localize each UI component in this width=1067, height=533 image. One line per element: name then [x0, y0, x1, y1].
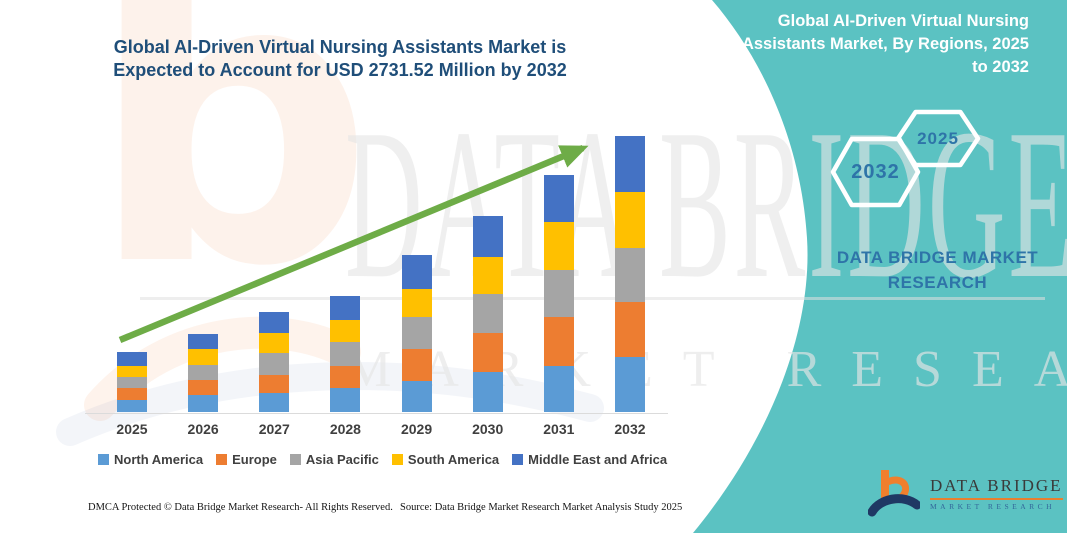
bar-segment-2028 — [330, 341, 361, 366]
watermark-text-market-research: MARKET RESEARCH — [345, 341, 1067, 398]
legend-item: South America — [391, 452, 500, 467]
legend-item: Europe — [216, 452, 277, 467]
bar-segment-2032 — [614, 136, 645, 192]
bar-segment-2029 — [401, 288, 432, 317]
bar-segment-2025 — [117, 376, 147, 388]
x-axis-label: 2031 — [543, 421, 575, 437]
bar-segment-2030 — [472, 257, 503, 294]
bar-segment-2025 — [117, 365, 147, 377]
trend-arrow-icon — [118, 144, 589, 344]
footer-copyright: DMCA Protected © Data Bridge Market Rese… — [88, 502, 393, 513]
bar-segment-2025 — [117, 387, 147, 400]
legend-swatch-icon — [289, 454, 301, 465]
bar-segment-2027 — [259, 311, 290, 333]
legend-swatch-icon — [98, 454, 109, 465]
bar-segment-2031 — [543, 270, 574, 318]
bar-segment-2027 — [259, 353, 290, 376]
bar-segment-2030 — [472, 294, 503, 333]
bar-segment-2026 — [188, 380, 219, 396]
bar-segment-2025 — [117, 399, 147, 412]
bar-segment-2028 — [330, 295, 361, 320]
data-bridge-logo: DATA BRIDGE MARKET RESEARCH — [868, 466, 1063, 520]
bar-segment-2026 — [188, 334, 219, 350]
legend-item: Middle East and Africa — [512, 452, 667, 467]
chart-title: Global AI-Driven Virtual Nursing Assista… — [113, 37, 567, 81]
bar-segment-2028 — [330, 319, 361, 342]
legend-item: North America — [98, 452, 203, 467]
bar-segment-2032 — [614, 191, 645, 248]
footer-source: Source: Data Bridge Market Research Mark… — [400, 502, 683, 513]
legend-label: Asia Pacific — [305, 452, 379, 467]
x-axis-label: 2027 — [258, 421, 290, 437]
x-axis-line — [85, 413, 668, 414]
brand-wordmark: DATA BRIDGE MARKET RESEARCH — [836, 248, 1039, 292]
bar-segment-2026 — [188, 365, 219, 381]
bar-segment-2029 — [401, 348, 432, 381]
data-bridge-logo-icon — [868, 470, 920, 517]
legend-label: North America — [114, 452, 204, 467]
bar-segment-2030 — [472, 372, 503, 412]
bar-segment-2028 — [330, 387, 361, 412]
bar-segment-2026 — [188, 395, 219, 412]
bar-segment-2025 — [117, 351, 147, 366]
panel-title: Global AI-Driven Virtual Nursing Assista… — [741, 12, 1029, 77]
x-axis-label: 2032 — [614, 421, 646, 437]
bar-segment-2028 — [330, 365, 361, 388]
legend-label: Europe — [232, 452, 277, 467]
bar-segment-2032 — [614, 301, 645, 357]
legend-label: South America — [407, 452, 500, 467]
x-axis-label: 2025 — [116, 421, 148, 437]
bar-segment-2031 — [543, 222, 574, 271]
legend-swatch-icon — [391, 454, 403, 465]
bar-segment-2026 — [188, 349, 219, 366]
bar-segment-2029 — [401, 254, 432, 289]
x-axis-label: 2028 — [329, 421, 361, 437]
hexagon-badges-icon — [830, 109, 981, 208]
bar-segment-2027 — [259, 333, 290, 353]
badge-start-year: 2025 — [917, 129, 959, 148]
bar-segment-2030 — [472, 216, 503, 258]
legend-swatch-icon — [216, 454, 228, 465]
x-axis-label: 2030 — [472, 421, 504, 437]
legend: North America Europe Asia Pacific South Ame… — [98, 452, 667, 467]
x-axis-label: 2029 — [400, 421, 433, 437]
legend-item: Asia Pacific — [289, 452, 379, 467]
bar-segment-2030 — [472, 333, 503, 372]
bar-segment-2029 — [401, 380, 432, 412]
bar-segment-2027 — [259, 375, 290, 394]
watermark-rule — [140, 297, 1045, 300]
bar-segment-2031 — [543, 366, 574, 412]
bar-segment-2031 — [543, 317, 574, 367]
bar-segment-2032 — [614, 247, 645, 302]
bar-segment-2029 — [401, 316, 432, 349]
legend-label: Middle East and Africa — [528, 452, 668, 467]
legend-swatch-icon — [512, 454, 524, 465]
bar-segment-2031 — [543, 175, 574, 223]
bar-segment-2032 — [614, 356, 645, 412]
badge-end-year: 2032 — [851, 161, 900, 183]
stacked-bar-chart: 2025 2026 2027 2028 2029 2030 2031 2032 — [85, 118, 670, 453]
logo-subtitle: MARKET RESEARCH — [930, 501, 1056, 511]
bar-segment-2027 — [259, 393, 290, 412]
x-axis-label: 2026 — [187, 421, 219, 437]
logo-title: DATA BRIDGE — [930, 476, 1063, 500]
